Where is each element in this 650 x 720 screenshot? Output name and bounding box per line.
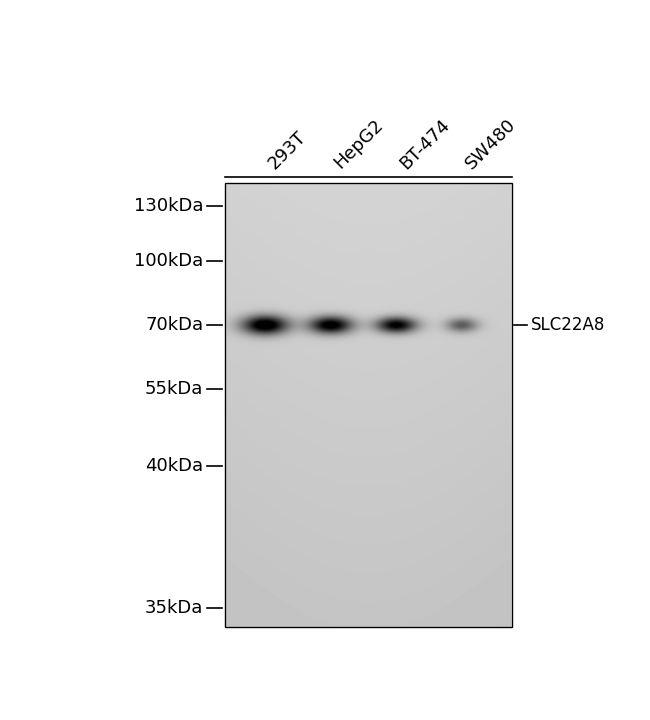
Text: 130kDa: 130kDa: [134, 197, 203, 215]
Text: 293T: 293T: [265, 127, 310, 172]
Text: 40kDa: 40kDa: [145, 457, 203, 475]
Text: HepG2: HepG2: [331, 116, 387, 172]
Text: 55kDa: 55kDa: [145, 379, 203, 397]
Text: 35kDa: 35kDa: [145, 598, 203, 616]
Text: BT-474: BT-474: [396, 115, 453, 172]
Text: 100kDa: 100kDa: [134, 252, 203, 270]
Text: 70kDa: 70kDa: [145, 316, 203, 334]
Text: SW480: SW480: [462, 115, 519, 172]
Text: SLC22A8: SLC22A8: [531, 316, 605, 334]
Bar: [225, 184, 512, 627]
